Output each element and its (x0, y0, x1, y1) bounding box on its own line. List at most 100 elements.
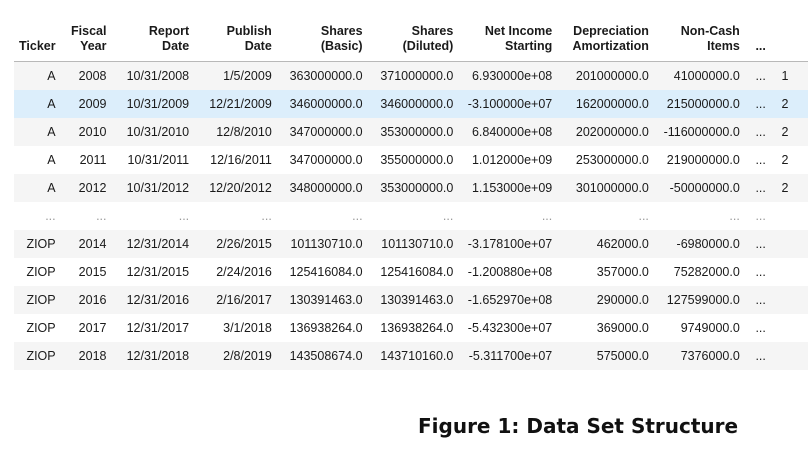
cell-truncated: 2 (781, 153, 789, 167)
cell-fiscal-year: 2016 (62, 286, 114, 314)
cell-non-cash: 219000000.0 (666, 153, 740, 167)
cell-report-date: 12/31/2017 (126, 321, 190, 335)
cell-shares-diluted: 371000000.0 (369, 61, 461, 90)
cell-depreciation: 162000000.0 (559, 90, 656, 118)
cell-depreciation: 575000.0 (559, 342, 656, 370)
cell-fiscal-year: 2009 (62, 90, 114, 118)
cell-truncated: 2 (775, 118, 808, 146)
cell-truncated (776, 258, 808, 286)
cell-publish-date: 1/5/2009 (196, 61, 279, 90)
cell-net-income: -1.652970e+08 (460, 286, 560, 314)
cell-ticker: ... (45, 209, 56, 223)
cell-publish-date: ... (261, 209, 272, 223)
table-row: A 2009 10/31/2009 12/21/2009 346000000.0 3460… (14, 90, 808, 118)
cell-shares-basic: 347000000.0 (289, 153, 363, 167)
cell-shares-basic: 348000000.0 (278, 174, 370, 202)
cell-publish-date: 12/8/2010 (196, 118, 279, 146)
figure-caption: Figure 1: Data Set Structure (418, 414, 739, 438)
cell-ticker: ZIOP (14, 286, 63, 314)
cell-net-income: 6.840000e+08 (460, 118, 560, 146)
cell-shares-diluted: 125416084.0 (380, 265, 454, 279)
cell-net-income: ... (541, 209, 553, 223)
table-row: A 2008 10/31/2008 1/5/2009 363000000.0 371000… (14, 61, 808, 90)
cell-truncated: 2 (775, 90, 808, 118)
cell-fiscal-year: 2012 (62, 174, 114, 202)
cell-truncated (775, 342, 808, 370)
cell-shares-basic: 347000000.0 (278, 118, 370, 146)
cell-fiscal-year: 2011 (79, 153, 107, 167)
cell-publish-date: 2/26/2015 (196, 230, 279, 258)
cell-shares-diluted: 101130710.0 (369, 230, 461, 258)
cell-net-income: -5.432300e+07 (467, 321, 553, 335)
header-non-cash: Non-Cash Items (655, 22, 747, 62)
cell-shares-basic: ... (352, 209, 363, 223)
cell-publish-date: 12/20/2012 (196, 174, 279, 202)
header-shares-diluted: Shares (Diluted) (369, 22, 461, 62)
cell-ellipsis: ... (746, 342, 776, 370)
cell-shares-basic: 143508674.0 (278, 342, 370, 370)
data-set-table: Ticker Fiscal Year Report Date Publish Date… (14, 22, 808, 370)
cell-ticker: A (14, 118, 63, 146)
header-report-date: Report Date (113, 22, 197, 62)
cell-ticker: A (14, 90, 63, 118)
cell-non-cash: -50000000.0 (655, 174, 747, 202)
cell-non-cash: 9749000.0 (680, 321, 740, 335)
cell-report-date: 12/31/2016 (113, 286, 197, 314)
header-depreciation: Depreciation Amortization (559, 22, 656, 62)
cell-shares-diluted: 355000000.0 (380, 153, 454, 167)
cell-shares-basic: 363000000.0 (278, 61, 370, 90)
header-shares-basic: Shares (Basic) (278, 22, 370, 62)
cell-publish-date: 2/24/2016 (216, 265, 272, 279)
table-body: A 2008 10/31/2008 1/5/2009 363000000.0 371000… (14, 61, 808, 370)
table-row: A 2011 10/31/2011 12/16/2011 347000000.0 3550… (14, 146, 808, 174)
cell-ticker: ZIOP (26, 321, 56, 335)
cell-depreciation: 290000.0 (559, 286, 656, 314)
table-row: ZIOP 2014 12/31/2014 2/26/2015 101130710.0 10… (14, 230, 808, 258)
cell-non-cash: 215000000.0 (655, 90, 747, 118)
cell-depreciation: 462000.0 (559, 230, 656, 258)
cell-shares-basic: 346000000.0 (278, 90, 370, 118)
cell-shares-diluted: 136938264.0 (380, 321, 454, 335)
cell-non-cash: 127599000.0 (655, 286, 747, 314)
cell-report-date: 12/31/2014 (113, 230, 197, 258)
cell-non-cash: -116000000.0 (655, 118, 747, 146)
cell-ticker: A (14, 174, 63, 202)
cell-shares-basic: 130391463.0 (278, 286, 370, 314)
cell-shares-diluted: 353000000.0 (369, 118, 461, 146)
cell-publish-date: 2/16/2017 (196, 286, 279, 314)
header-ticker: Ticker (14, 22, 63, 62)
cell-shares-basic: 101130710.0 (278, 230, 370, 258)
cell-truncated (775, 286, 808, 314)
cell-publish-date: 3/1/2018 (223, 321, 272, 335)
cell-fiscal-year: 2008 (62, 61, 114, 90)
cell-net-income: -3.178100e+07 (460, 230, 560, 258)
cell-ellipsis: ... (746, 286, 776, 314)
cell-non-cash: 75282000.0 (673, 265, 740, 279)
cell-ellipsis: ... (746, 90, 776, 118)
cell-net-income: -5.311700e+07 (460, 342, 560, 370)
cell-ellipsis: ... (746, 174, 776, 202)
cell-net-income: -3.100000e+07 (460, 90, 560, 118)
cell-fiscal-year: 2015 (78, 265, 107, 279)
cell-fiscal-year: 2018 (62, 342, 114, 370)
cell-truncated (775, 230, 808, 258)
cell-report-date: 10/31/2011 (127, 153, 190, 167)
cell-report-date: 12/31/2018 (113, 342, 197, 370)
cell-truncated (776, 202, 808, 230)
cell-ellipsis: ... (746, 61, 776, 90)
cell-non-cash: 7376000.0 (655, 342, 747, 370)
cell-fiscal-year: 2017 (78, 321, 107, 335)
table-row: ZIOP 2018 12/31/2018 2/8/2019 143508674.0 143… (14, 342, 808, 370)
cell-ellipsis: ... (746, 230, 776, 258)
cell-fiscal-year: 2014 (62, 230, 114, 258)
cell-depreciation: 253000000.0 (575, 153, 649, 167)
cell-shares-basic: 125416084.0 (289, 265, 363, 279)
cell-net-income: 1.153000e+09 (460, 174, 560, 202)
table-row: A 2012 10/31/2012 12/20/2012 348000000.0 3530… (14, 174, 808, 202)
cell-depreciation: 357000.0 (596, 265, 649, 279)
cell-fiscal-year: ... (96, 209, 107, 223)
cell-publish-date: 2/8/2019 (196, 342, 279, 370)
cell-ticker: A (14, 61, 63, 90)
cell-report-date: 10/31/2010 (113, 118, 197, 146)
cell-shares-diluted: 143710160.0 (369, 342, 461, 370)
